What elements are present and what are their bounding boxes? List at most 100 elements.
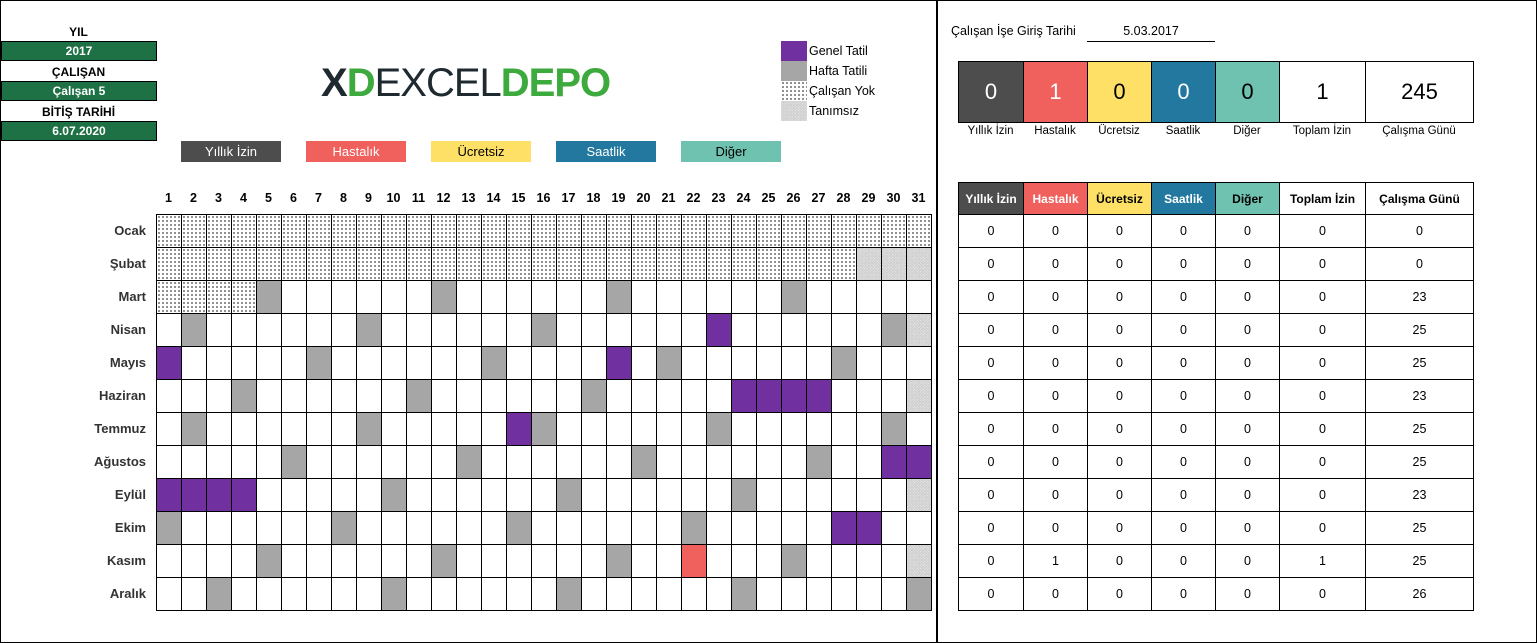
day-cell[interactable]	[782, 512, 807, 545]
day-cell[interactable]	[782, 248, 807, 281]
day-cell[interactable]	[307, 314, 332, 347]
day-cell[interactable]	[382, 446, 407, 479]
day-cell[interactable]	[382, 413, 407, 446]
day-cell[interactable]	[757, 380, 782, 413]
day-cell[interactable]	[282, 281, 307, 314]
day-cell[interactable]	[507, 479, 532, 512]
day-cell[interactable]	[207, 248, 232, 281]
day-cell[interactable]	[682, 215, 707, 248]
day-cell[interactable]	[707, 215, 732, 248]
day-cell[interactable]	[407, 413, 432, 446]
day-cell[interactable]	[207, 281, 232, 314]
day-cell[interactable]	[482, 248, 507, 281]
day-cell[interactable]	[832, 413, 857, 446]
day-cell[interactable]	[432, 281, 457, 314]
day-cell[interactable]	[457, 413, 482, 446]
day-cell[interactable]	[257, 281, 282, 314]
day-cell[interactable]	[157, 545, 182, 578]
day-cell[interactable]	[457, 446, 482, 479]
day-cell[interactable]	[457, 314, 482, 347]
day-cell[interactable]	[782, 215, 807, 248]
day-cell[interactable]	[857, 215, 882, 248]
day-cell[interactable]	[832, 248, 857, 281]
day-cell[interactable]	[157, 578, 182, 611]
day-cell[interactable]	[732, 446, 757, 479]
day-cell[interactable]	[782, 578, 807, 611]
day-cell[interactable]	[282, 545, 307, 578]
day-cell[interactable]	[257, 347, 282, 380]
day-cell[interactable]	[757, 347, 782, 380]
day-cell[interactable]	[682, 446, 707, 479]
day-cell[interactable]	[632, 314, 657, 347]
day-cell[interactable]	[432, 545, 457, 578]
day-cell[interactable]	[557, 446, 582, 479]
day-cell[interactable]	[557, 215, 582, 248]
day-cell[interactable]	[507, 281, 532, 314]
day-cell[interactable]	[607, 545, 632, 578]
day-cell[interactable]	[682, 281, 707, 314]
day-cell[interactable]	[907, 512, 932, 545]
day-cell[interactable]	[707, 347, 732, 380]
day-cell[interactable]	[907, 215, 932, 248]
day-cell[interactable]	[432, 215, 457, 248]
day-cell[interactable]	[857, 545, 882, 578]
day-cell[interactable]	[732, 314, 757, 347]
day-cell[interactable]	[532, 512, 557, 545]
day-cell[interactable]	[457, 578, 482, 611]
day-cell[interactable]	[682, 347, 707, 380]
day-cell[interactable]	[532, 281, 557, 314]
day-cell[interactable]	[757, 314, 782, 347]
day-cell[interactable]	[882, 446, 907, 479]
day-cell[interactable]	[432, 248, 457, 281]
day-cell[interactable]	[532, 248, 557, 281]
day-cell[interactable]	[282, 314, 307, 347]
day-cell[interactable]	[532, 215, 557, 248]
day-cell[interactable]	[732, 380, 757, 413]
day-cell[interactable]	[832, 215, 857, 248]
day-cell[interactable]	[632, 512, 657, 545]
day-cell[interactable]	[782, 446, 807, 479]
day-cell[interactable]	[582, 512, 607, 545]
day-cell[interactable]	[757, 215, 782, 248]
day-cell[interactable]	[207, 512, 232, 545]
day-cell[interactable]	[207, 545, 232, 578]
day-cell[interactable]	[407, 512, 432, 545]
day-cell[interactable]	[482, 215, 507, 248]
day-cell[interactable]	[332, 578, 357, 611]
day-cell[interactable]	[357, 248, 382, 281]
day-cell[interactable]	[607, 347, 632, 380]
day-cell[interactable]	[757, 512, 782, 545]
day-cell[interactable]	[657, 545, 682, 578]
day-cell[interactable]	[157, 413, 182, 446]
day-cell[interactable]	[432, 413, 457, 446]
day-cell[interactable]	[807, 314, 832, 347]
day-cell[interactable]	[882, 512, 907, 545]
day-cell[interactable]	[732, 545, 757, 578]
day-cell[interactable]	[557, 380, 582, 413]
day-cell[interactable]	[832, 479, 857, 512]
day-cell[interactable]	[682, 380, 707, 413]
day-cell[interactable]	[807, 446, 832, 479]
day-cell[interactable]	[732, 512, 757, 545]
day-cell[interactable]	[482, 479, 507, 512]
day-cell[interactable]	[157, 314, 182, 347]
day-cell[interactable]	[807, 413, 832, 446]
day-cell[interactable]	[607, 578, 632, 611]
day-cell[interactable]	[582, 545, 607, 578]
day-cell[interactable]	[532, 380, 557, 413]
day-cell[interactable]	[882, 380, 907, 413]
day-cell[interactable]	[232, 215, 257, 248]
hire-date-field[interactable]: 5.03.2017	[1087, 24, 1215, 42]
day-cell[interactable]	[257, 512, 282, 545]
day-cell[interactable]	[732, 347, 757, 380]
day-cell[interactable]	[457, 347, 482, 380]
day-cell[interactable]	[482, 578, 507, 611]
day-cell[interactable]	[882, 314, 907, 347]
day-cell[interactable]	[832, 347, 857, 380]
day-cell[interactable]	[857, 512, 882, 545]
day-cell[interactable]	[707, 314, 732, 347]
day-cell[interactable]	[232, 380, 257, 413]
day-cell[interactable]	[382, 347, 407, 380]
day-cell[interactable]	[207, 215, 232, 248]
leave-button-1[interactable]: Hastalık	[306, 141, 406, 162]
